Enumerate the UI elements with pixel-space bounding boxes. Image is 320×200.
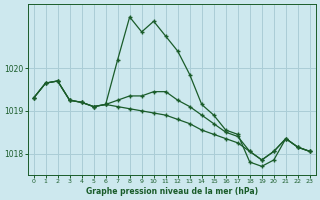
X-axis label: Graphe pression niveau de la mer (hPa): Graphe pression niveau de la mer (hPa)	[86, 187, 258, 196]
